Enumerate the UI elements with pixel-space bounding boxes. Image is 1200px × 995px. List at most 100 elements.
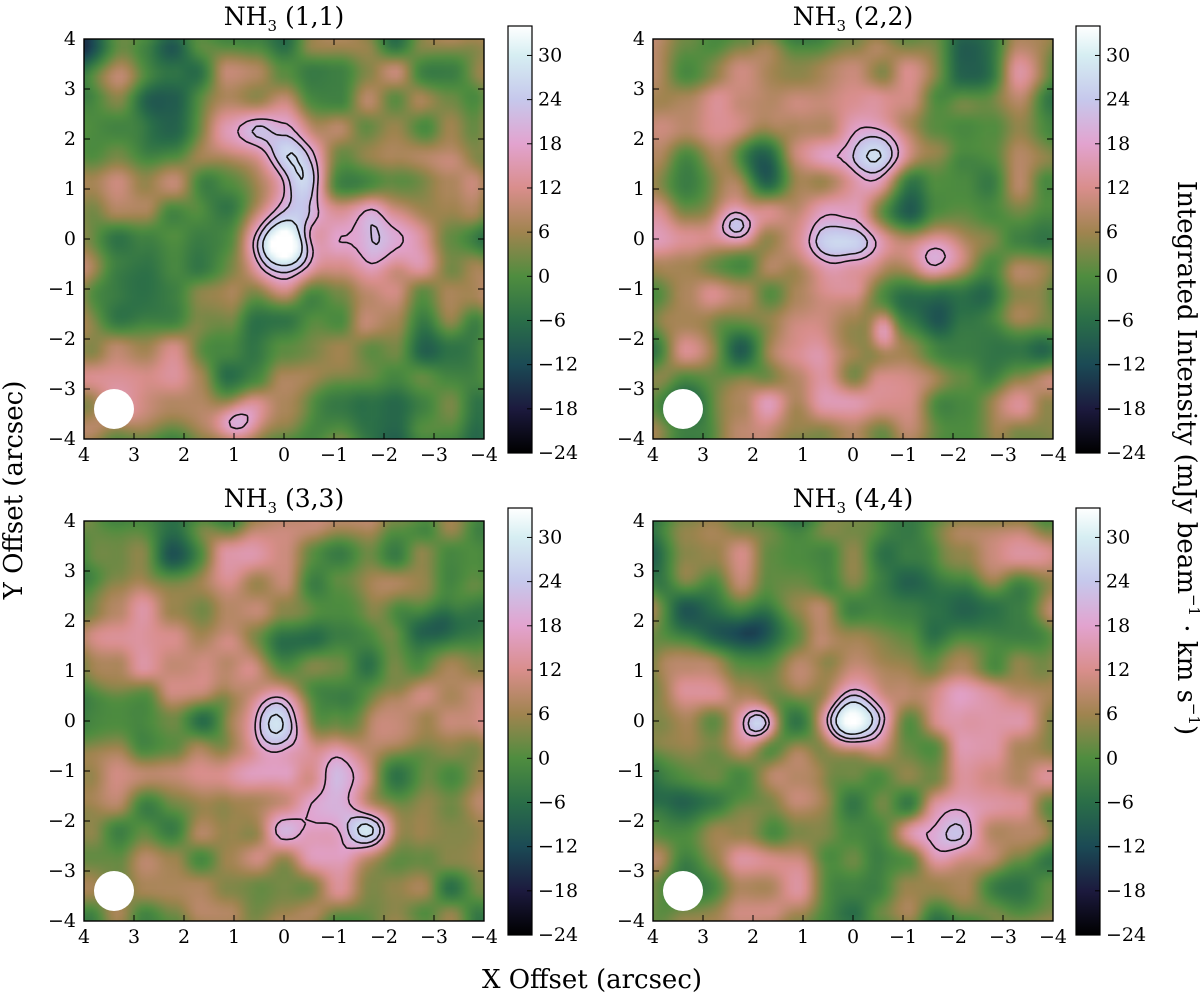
contour-level-1: [254, 696, 385, 850]
intensity-map: [84, 521, 484, 921]
y-tick-label: −1: [48, 278, 76, 300]
contour-level-1: [721, 126, 947, 267]
y-tick-label: −2: [617, 810, 645, 832]
x-tick-label: 4: [647, 926, 659, 948]
colorbar-tick-label: 0: [1106, 265, 1118, 287]
x-tick-label: −4: [470, 926, 498, 948]
colorbar-tick-label: 6: [1106, 221, 1118, 243]
y-tick-label: 2: [633, 128, 645, 150]
colorbar-tick-label: 12: [538, 659, 562, 681]
colorbar-tick-label: 6: [1106, 703, 1118, 725]
x-tick-label: 1: [797, 444, 809, 466]
x-tick-label: 4: [647, 444, 659, 466]
x-tick-label: −3: [420, 444, 448, 466]
y-tick-label: −2: [617, 328, 645, 350]
y-tick-label: 2: [64, 128, 76, 150]
x-tick-label: −3: [989, 444, 1017, 466]
y-tick-label: 4: [633, 510, 645, 532]
y-tick-label: −3: [617, 860, 645, 882]
intensity-map: [653, 521, 1053, 921]
x-tick-label: −2: [939, 444, 967, 466]
x-axis-title: X Offset (arcsec): [482, 965, 702, 995]
y-tick-label: −2: [48, 810, 76, 832]
y-tick-label: 3: [633, 78, 645, 100]
colorbar-tick-label: 6: [538, 221, 550, 243]
colorbar-tick-label: 18: [538, 133, 562, 155]
colorbar-tick-label: 24: [538, 89, 562, 111]
x-tick-label: −4: [1039, 926, 1067, 948]
colorbar-tick-label: 24: [1106, 89, 1130, 111]
colorbar-tick-label: 0: [1106, 747, 1118, 769]
contour-level-3: [267, 713, 374, 838]
y-tick-label: 0: [633, 228, 645, 250]
colorbar-tick-label: −12: [1106, 836, 1146, 858]
x-tick-label: 0: [278, 926, 290, 948]
x-tick-label: −1: [320, 444, 348, 466]
x-tick-label: 3: [128, 926, 140, 948]
intensity-map: [84, 39, 484, 439]
x-tick-label: −4: [1039, 444, 1067, 466]
y-tick-label: 4: [633, 28, 645, 50]
x-tick-label: 3: [128, 444, 140, 466]
colorbar-tick-label: −12: [538, 836, 578, 858]
colorbar-tick-label: −6: [1106, 309, 1134, 331]
colorbar-tick-label: 18: [1106, 615, 1130, 637]
y-tick-label: −3: [48, 860, 76, 882]
colorbar-tick-label: 30: [1106, 526, 1130, 548]
colorbar-tick-label: 0: [538, 265, 550, 287]
colorbar-tick-label: 18: [538, 615, 562, 637]
y-tick-label: 1: [633, 178, 645, 200]
y-tick-label: 0: [64, 228, 76, 250]
y-tick-label: 0: [64, 710, 76, 732]
colorbar-tick-label: 30: [1106, 44, 1130, 66]
panel-title: NH3 (1,1): [224, 2, 344, 35]
x-tick-label: −3: [989, 926, 1017, 948]
colorbar: [507, 507, 533, 936]
contour-level-2: [259, 702, 381, 844]
x-tick-label: 3: [697, 926, 709, 948]
colorbar-tick-label: 24: [538, 571, 562, 593]
x-tick-label: 4: [78, 926, 90, 948]
x-tick-label: −2: [370, 444, 398, 466]
beam-ellipse: [663, 389, 703, 429]
x-tick-label: 2: [178, 444, 190, 466]
x-tick-label: 4: [78, 444, 90, 466]
contour-level-3: [865, 148, 882, 163]
beam-ellipse: [94, 871, 134, 911]
y-tick-label: −4: [48, 428, 76, 450]
contour-level-3: [835, 701, 874, 735]
colorbar-tick-label: −12: [1106, 354, 1146, 376]
x-tick-label: 0: [847, 926, 859, 948]
panel-title: NH3 (4,4): [793, 484, 913, 517]
colorbar-tick-label: −24: [538, 442, 578, 464]
colorbar-tick-label: −24: [538, 924, 578, 946]
colorbar-tick-label: 18: [1106, 133, 1130, 155]
y-tick-label: 1: [64, 178, 76, 200]
y-tick-label: −1: [48, 760, 76, 782]
x-tick-label: −1: [320, 926, 348, 948]
panel-title: NH3 (3,3): [224, 484, 344, 517]
colorbar-tick-label: 6: [538, 703, 550, 725]
y-tick-label: 1: [633, 660, 645, 682]
y-tick-label: −4: [617, 910, 645, 932]
colorbar-tick-label: −18: [538, 880, 578, 902]
x-tick-label: −2: [370, 926, 398, 948]
colorbar-axis-title: Integrated Intensity (mJy beam−1 · km s−…: [1171, 181, 1200, 735]
x-tick-label: 2: [178, 926, 190, 948]
y-tick-label: −3: [617, 378, 645, 400]
y-tick-label: −4: [48, 910, 76, 932]
colorbar: [507, 25, 533, 454]
contour-level-1: [228, 118, 404, 430]
y-tick-label: 2: [64, 610, 76, 632]
x-tick-label: 2: [747, 926, 759, 948]
colorbar-tick-label: −6: [538, 309, 566, 331]
colorbar-tick-label: −18: [1106, 398, 1146, 420]
contour-level-1: [742, 688, 973, 853]
colorbar-tick-label: −6: [538, 791, 566, 813]
colorbar: [1075, 25, 1101, 454]
x-tick-label: −3: [420, 926, 448, 948]
